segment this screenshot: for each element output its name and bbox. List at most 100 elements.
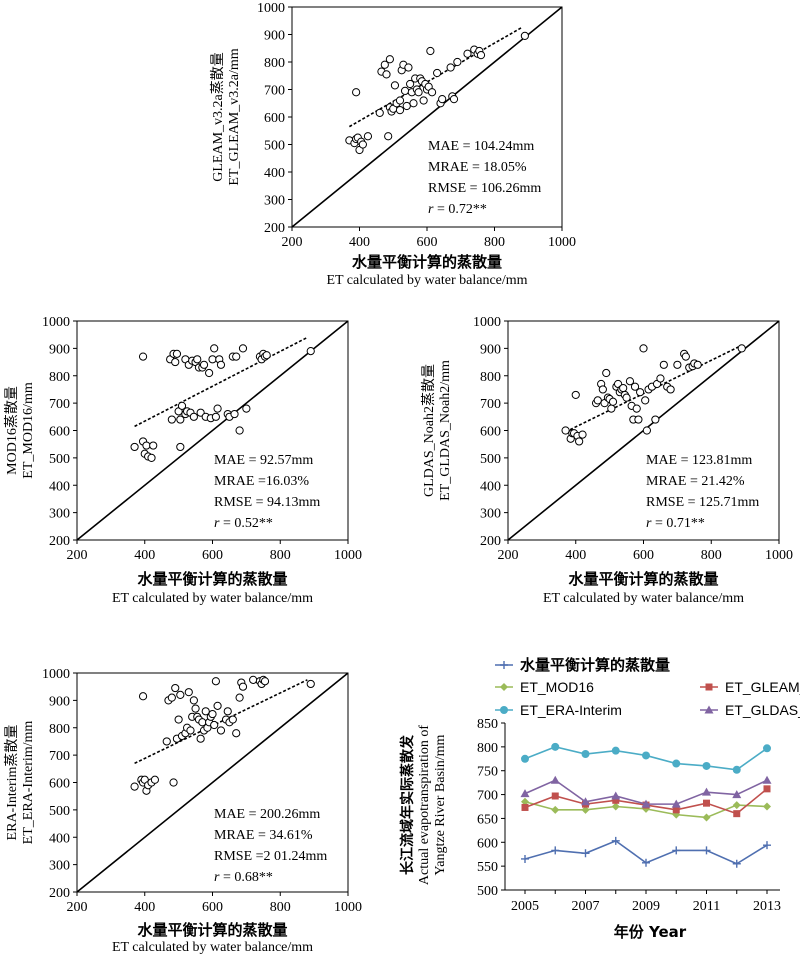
series-marker-2 bbox=[703, 799, 710, 807]
data-point bbox=[138, 352, 148, 361]
x-tick-label: 400 bbox=[134, 900, 155, 915]
trend-line bbox=[134, 679, 308, 765]
data-point bbox=[149, 441, 158, 450]
data-point bbox=[406, 79, 415, 89]
legend-swatch-marker bbox=[500, 661, 508, 669]
data-point bbox=[238, 682, 248, 691]
data-point bbox=[150, 775, 160, 784]
stat-label: MRAE = 21.42% bbox=[646, 474, 745, 489]
data-point bbox=[142, 441, 151, 450]
r-symbol: r bbox=[214, 870, 220, 885]
y-tick-label: 300 bbox=[264, 194, 285, 209]
y-tick-label: 200 bbox=[49, 886, 70, 901]
data-point bbox=[693, 360, 702, 369]
data-point bbox=[463, 49, 472, 58]
data-point bbox=[426, 46, 435, 56]
series-marker-2 bbox=[733, 810, 741, 818]
y-tick-label: 200 bbox=[264, 221, 285, 236]
series-marker-3 bbox=[581, 750, 590, 759]
line-chart-annual: 500 550 600 650 700 750 800 850 2005 2007 2009 2011… bbox=[399, 656, 800, 941]
y-axis-label-cn: GLEAM_v3.2a蒸散量 bbox=[210, 52, 226, 182]
data-point bbox=[235, 693, 244, 702]
legend-entry: ET_GLEAM_v3.2a bbox=[700, 679, 800, 695]
correlation-label: r = 0.71** bbox=[646, 516, 705, 531]
x-tick-label: 600 bbox=[202, 548, 223, 563]
data-point bbox=[205, 368, 214, 378]
x-tick-label: 600 bbox=[417, 235, 438, 250]
y-tick-label: 500 bbox=[480, 452, 501, 467]
y-axis-label-en: ET_GLDAS_Noah2/mm bbox=[438, 360, 453, 501]
legend-label: ET_MOD16 bbox=[520, 679, 594, 695]
data-point bbox=[213, 701, 222, 710]
r-symbol: r bbox=[646, 516, 652, 531]
data-point bbox=[602, 368, 611, 378]
y-tick-label: 200 bbox=[49, 534, 70, 549]
data-point bbox=[632, 404, 641, 413]
legend-label: 水量平衡计算的蒸散量 bbox=[520, 656, 670, 674]
x-tick-label: 800 bbox=[270, 900, 291, 915]
x-tick-label: 1000 bbox=[765, 548, 793, 563]
data-point bbox=[641, 396, 650, 405]
data-point bbox=[216, 726, 226, 735]
correlation-label: r = 0.52** bbox=[214, 516, 273, 531]
x-tick-label: 2005 bbox=[511, 899, 539, 914]
data-point bbox=[449, 95, 459, 104]
series-marker-0 bbox=[672, 846, 681, 855]
data-point bbox=[659, 360, 668, 369]
y-tick-label: 700 bbox=[49, 397, 70, 412]
data-point bbox=[171, 683, 180, 693]
data-point bbox=[737, 344, 746, 353]
x-tick-label: 200 bbox=[67, 548, 88, 563]
x-axis-label: 年份 Year bbox=[614, 923, 687, 941]
data-point bbox=[593, 396, 602, 405]
data-point bbox=[561, 426, 570, 435]
one-to-one-line bbox=[76, 672, 349, 893]
y-tick-label: 600 bbox=[264, 111, 285, 126]
data-point bbox=[352, 88, 361, 97]
series-marker-2 bbox=[672, 806, 680, 814]
y-axis-label-en: ET_ERA-Interim/mm bbox=[21, 721, 36, 845]
data-point bbox=[634, 415, 643, 424]
x-tick-label: 2009 bbox=[632, 899, 660, 914]
data-point bbox=[208, 355, 217, 364]
trend-line bbox=[348, 26, 522, 128]
data-point bbox=[380, 60, 389, 69]
series-marker-4 bbox=[762, 775, 772, 784]
data-point bbox=[651, 415, 660, 424]
x-tick-label: 200 bbox=[282, 235, 303, 250]
y-tick-label: 500 bbox=[477, 884, 498, 899]
y-axis-label-cn: ERA-Interim蒸散量 bbox=[4, 725, 20, 841]
series-marker-0 bbox=[732, 859, 741, 868]
data-point bbox=[656, 374, 665, 383]
data-point bbox=[228, 715, 237, 724]
series-marker-3 bbox=[611, 746, 620, 755]
data-point bbox=[176, 415, 185, 424]
data-point bbox=[130, 442, 139, 452]
y-tick-label: 550 bbox=[477, 860, 498, 875]
data-point bbox=[210, 344, 219, 353]
data-point bbox=[162, 737, 171, 746]
x-tick-label: 600 bbox=[633, 548, 654, 563]
series-marker-0 bbox=[702, 846, 711, 855]
data-point bbox=[211, 677, 220, 686]
data-point bbox=[520, 31, 529, 40]
data-point bbox=[201, 707, 210, 716]
data-point bbox=[167, 693, 176, 702]
stat-label: RMSE = 125.71mm bbox=[646, 495, 759, 510]
legend-swatch-marker bbox=[500, 706, 508, 714]
x-tick-label: 2007 bbox=[572, 899, 600, 914]
series-marker-2 bbox=[763, 785, 771, 793]
x-tick-label: 2013 bbox=[753, 899, 781, 914]
legend-label: ET_GLDAS_Noah2 bbox=[725, 702, 800, 718]
y-tick-label: 700 bbox=[49, 749, 70, 764]
x-axis-label-cn: 水量平衡计算的蒸散量 bbox=[137, 921, 287, 939]
series-marker-3 bbox=[521, 754, 529, 763]
legend-entry: ET_MOD16 bbox=[495, 679, 594, 695]
stat-label: MAE = 92.57mm bbox=[214, 453, 313, 468]
y-tick-label: 200 bbox=[480, 534, 501, 549]
stat-label: RMSE =2 01.24mm bbox=[214, 849, 327, 864]
data-point bbox=[174, 715, 183, 724]
data-point bbox=[306, 347, 315, 356]
series-marker-0 bbox=[551, 846, 560, 855]
y-tick-label: 850 bbox=[477, 717, 498, 732]
